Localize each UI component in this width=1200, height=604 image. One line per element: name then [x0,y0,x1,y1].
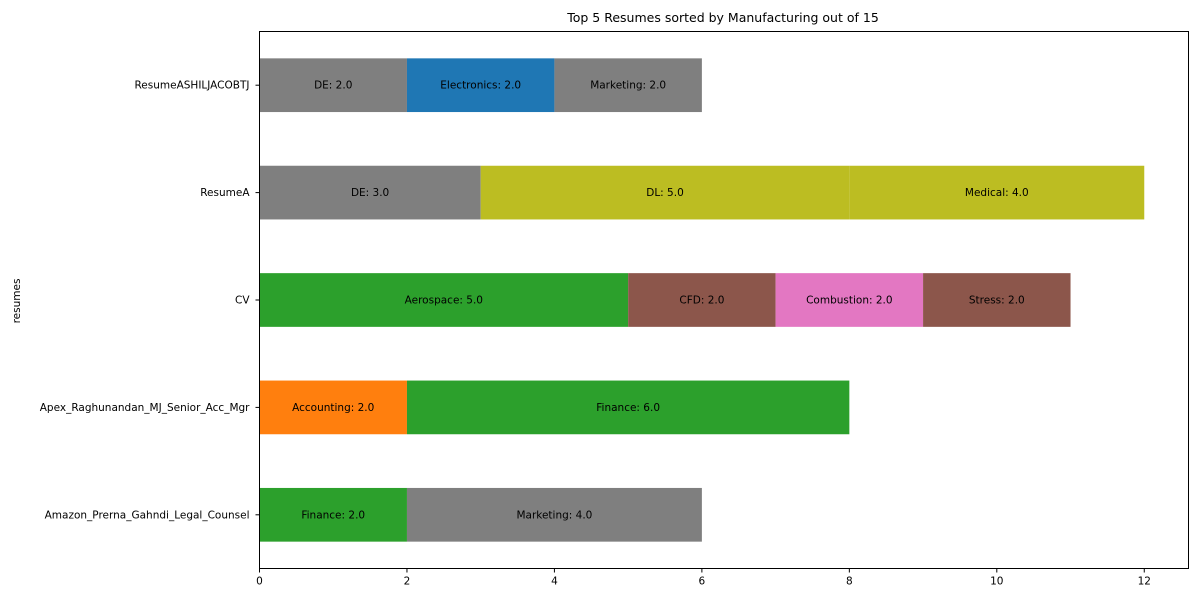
y-tick-label: ResumeASHILJACOBTJ [134,80,249,92]
bar-segment-label: Electronics: 2.0 [440,80,521,92]
x-tick-label: 0 [256,576,263,588]
y-tick-label: Amazon_Prerna_Gahndi_Legal_Counsel [45,509,250,521]
bar-segment [406,487,702,542]
bar-segment-label: Combustion: 2.0 [806,295,892,307]
bar-segment-label: Accounting: 2.0 [292,402,374,414]
bar-segment-label: Marketing: 2.0 [590,80,666,92]
bars-layer [259,58,1145,542]
chart-title: Top 5 Resumes sorted by Manufacturing ou… [566,10,879,25]
bar-segment-label: Finance: 2.0 [301,509,365,521]
bar-segment-label: Aerospace: 5.0 [405,295,483,307]
y-axis-ticks: ResumeASHILJACOBTJ ResumeA CV Apex_Raghunan… [40,80,260,521]
plot-frame [259,31,1189,569]
bar-segment-label: DE: 2.0 [314,80,352,92]
bar-segment [923,273,1071,327]
x-tick-label: 12 [1138,576,1151,588]
bar-segment-label: Finance: 6.0 [596,402,660,414]
y-axis-label: resumes [11,279,23,324]
bar-segment-label: Medical: 4.0 [965,187,1029,199]
x-tick-label: 8 [846,576,853,588]
bar-segment [554,58,702,113]
bar-segment-label: DL: 5.0 [646,187,684,199]
bar-segment-label: CFD: 2.0 [679,295,724,307]
bar-segment [849,165,1145,220]
x-tick-label: 6 [699,576,706,588]
y-tick-label: Apex_Raghunandan_MJ_Senior_Acc_Mgr [40,402,250,414]
x-tick-label: 4 [551,576,558,588]
bar-segment [480,165,850,220]
bar-segment [259,165,481,220]
bar-segment-label: DE: 3.0 [351,187,389,199]
bar-segment-label: Marketing: 4.0 [516,509,592,521]
bar-segment [259,58,407,113]
bar-segment [259,380,407,435]
bar-segment [259,273,629,327]
y-tick-label: CV [235,295,250,307]
bar-segment-label: Stress: 2.0 [969,295,1025,307]
segment-labels-layer: DE: 2.0 Electronics: 2.0 Marketing: 2.0 DE:… [292,80,1029,522]
x-tick-label: 10 [990,576,1003,588]
y-tick-label: ResumeA [200,187,250,199]
bar-segment [259,487,407,542]
bar-segment [406,58,555,113]
x-tick-label: 2 [404,576,411,588]
x-axis-ticks: 0 2 4 6 8 10 12 [256,568,1151,588]
bar-segment [775,273,924,327]
bar-segment [628,273,776,327]
bar-segment [406,380,850,435]
